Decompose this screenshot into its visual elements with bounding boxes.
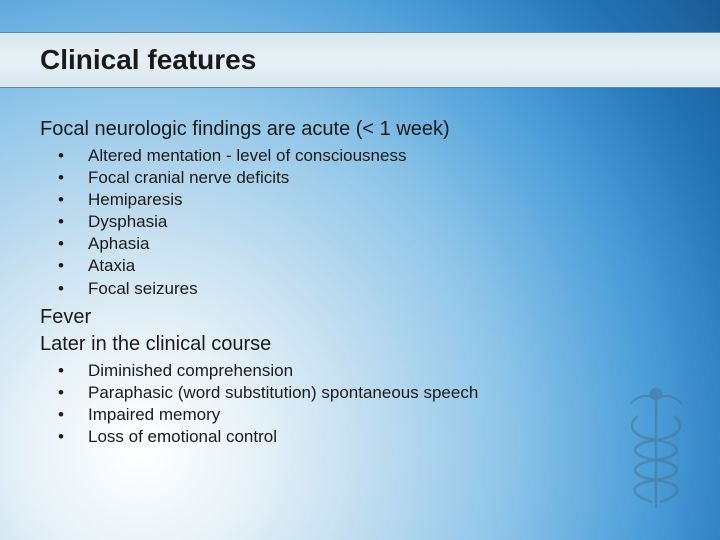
list-item: Impaired memory (40, 404, 680, 426)
list-item: Focal cranial nerve deficits (40, 167, 680, 189)
title-bar: Clinical features (0, 32, 720, 88)
section-heading: Fever (40, 306, 680, 329)
list-item: Loss of emotional control (40, 426, 680, 448)
list-item: Dysphasia (40, 211, 680, 233)
slide-content: Focal neurologic findings are acute (< 1… (40, 118, 680, 454)
list-item: Ataxia (40, 255, 680, 277)
bullet-list: Altered mentation - level of consciousne… (40, 145, 680, 300)
caduceus-icon (620, 386, 692, 516)
slide: Clinical features Focal neurologic findi… (0, 0, 720, 540)
bullet-list: Diminished comprehension Paraphasic (wor… (40, 360, 680, 448)
list-item: Altered mentation - level of consciousne… (40, 145, 680, 167)
list-item: Diminished comprehension (40, 360, 680, 382)
section-heading: Focal neurologic findings are acute (< 1… (40, 118, 680, 141)
list-item: Aphasia (40, 233, 680, 255)
list-item: Focal seizures (40, 278, 680, 300)
slide-title: Clinical features (40, 44, 256, 76)
list-item: Paraphasic (word substitution) spontaneo… (40, 382, 680, 404)
section-heading: Later in the clinical course (40, 333, 680, 356)
list-item: Hemiparesis (40, 189, 680, 211)
